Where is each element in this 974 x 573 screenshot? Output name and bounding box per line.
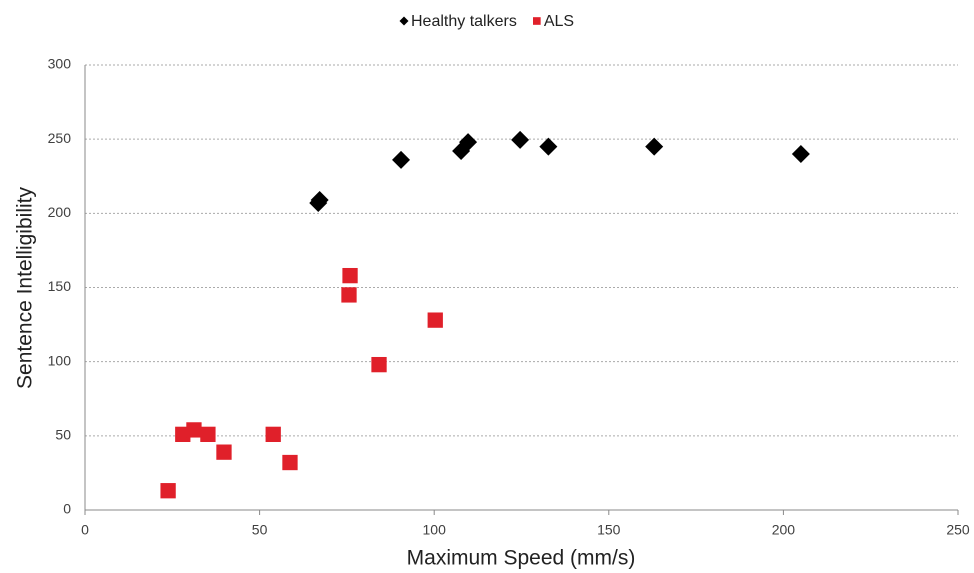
point — [392, 150, 411, 169]
legend-marker — [533, 17, 541, 25]
point — [371, 356, 387, 373]
point — [511, 130, 530, 149]
y-tick-label: 250 — [48, 130, 72, 146]
y-axis-title: Sentence Intelligibility — [14, 187, 37, 389]
point — [539, 137, 558, 156]
point — [791, 145, 810, 163]
y-tick-label: 300 — [48, 56, 72, 72]
x-tick-label: 0 — [81, 522, 89, 538]
x-tick-label: 250 — [946, 522, 970, 538]
point — [310, 190, 329, 209]
x-axis-title: Maximum Speed (mm/s) — [407, 547, 636, 570]
y-tick-label: 200 — [48, 204, 72, 220]
point — [427, 312, 443, 328]
y-tick-label: 150 — [48, 278, 72, 294]
x-tick-label: 200 — [772, 522, 796, 538]
point — [645, 137, 664, 156]
legend-label: ALS — [544, 13, 574, 30]
x-tick-label: 100 — [423, 522, 447, 538]
point — [341, 287, 357, 303]
point — [342, 267, 358, 284]
x-tick-label: 150 — [597, 522, 621, 538]
point — [265, 426, 281, 442]
point — [282, 454, 298, 471]
point — [200, 426, 216, 442]
y-tick-label: 0 — [63, 501, 71, 517]
point — [160, 483, 176, 499]
point — [459, 133, 478, 152]
x-tick-label: 50 — [252, 522, 268, 538]
legend-marker — [399, 16, 409, 26]
point — [216, 444, 232, 460]
point — [186, 422, 202, 438]
legend-label: Healthy talkers — [411, 13, 517, 30]
y-tick-label: 100 — [48, 352, 72, 368]
y-tick-label: 50 — [55, 427, 71, 443]
